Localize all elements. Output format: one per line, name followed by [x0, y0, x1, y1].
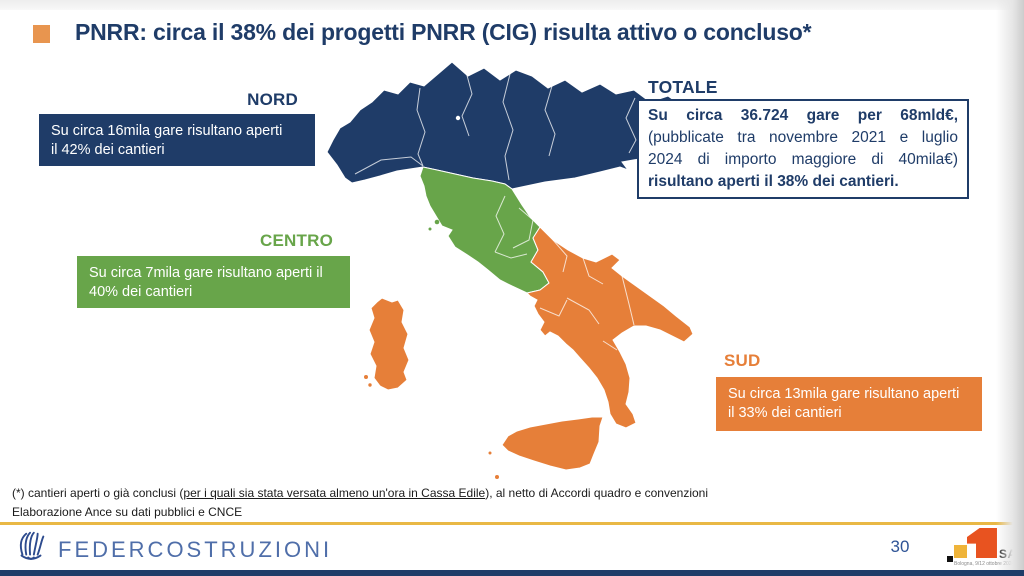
nord-line-1: Su circa 16mila gare risultano aperti [51, 123, 283, 139]
map-region-sicilia [501, 416, 604, 471]
footnote-link[interactable]: per i quali sia stata versata almeno un'… [183, 486, 486, 500]
label-centro: CENTRO [260, 231, 333, 250]
footer: FEDERCOSTRUZIONI 30 SAIE Bologna, 9/12 o… [0, 525, 1024, 570]
label-sud: SUD [724, 351, 761, 370]
saie-black-square-icon [947, 556, 953, 562]
sud-line-1: Su circa 13mila gare risultano aperti [728, 386, 960, 402]
map-internal-borders [354, 67, 637, 351]
label-totale: TOTALE [648, 77, 718, 97]
window-right-edge [996, 0, 1024, 576]
map-region-centro [419, 166, 550, 294]
totale-line-1: Su circa 36.724 gare per 68mld€, [648, 107, 958, 124]
sud-line-2: il 33% dei cantieri [728, 404, 842, 421]
italy-map [326, 61, 705, 479]
centro-line-1: Su circa 7mila gare risultano aperti il [89, 265, 323, 281]
map-island-giglio [428, 227, 432, 231]
saie-arrow-icon [967, 528, 997, 558]
federcostruzioni-logo: FEDERCOSTRUZIONI [12, 527, 352, 569]
totale-line-2: (pubblicate tra novembre 2021 e luglio [648, 129, 958, 146]
map-region-sud [526, 226, 694, 429]
source-line: Elaborazione Ance su dati pubblici e CNC… [12, 505, 243, 519]
federcostruzioni-wordmark: FEDERCOSTRUZIONI [58, 537, 333, 562]
callout-box-sud: Su circa 13mila gare risultano aperti il… [716, 377, 982, 431]
callout-box-totale: Su circa 36.724 gare per 68mld€, (pubbli… [637, 99, 969, 199]
map-island-sardegna-2 [368, 383, 372, 387]
totale-line-3: 2024 di importo maggiore di 40mila€) [648, 151, 958, 168]
footnote: (*) cantieri aperti o già conclusi (per … [12, 486, 708, 500]
map-island-sardegna-1 [364, 375, 368, 379]
federcostruzioni-eagle-icon [19, 531, 45, 560]
callout-box-nord: Su circa 16mila gare risultano aperti il… [39, 114, 315, 166]
footnote-suffix: ), al netto di Accordi quadro e convenzi… [485, 486, 709, 500]
map-island-elba [434, 219, 440, 225]
nord-line-2: il 42% dei cantieri [51, 141, 165, 158]
callout-box-centro: Su circa 7mila gare risultano aperti il … [77, 256, 350, 308]
map-region-sardegna [368, 297, 410, 391]
map-island-sud-1 [495, 475, 499, 479]
centro-line-2: 40% dei cantieri [89, 283, 193, 300]
bottom-navy-bar [0, 570, 1024, 576]
title-bullet-icon [33, 25, 50, 43]
saie-yellow-square-icon [954, 545, 967, 558]
window-top-edge [0, 0, 1024, 10]
totale-line-4: risultano aperti il 38% dei cantieri. [648, 173, 899, 190]
label-nord: NORD [247, 90, 298, 109]
map-island-sud-2 [488, 451, 492, 455]
gold-divider-line [0, 522, 1024, 525]
footnote-prefix: (*) cantieri aperti o già conclusi ( [12, 486, 184, 500]
map-lake-garda [455, 115, 461, 121]
page-title: PNRR: circa il 38% dei progetti PNRR (CI… [75, 19, 812, 45]
page-number: 30 [890, 537, 910, 556]
saie-caption: Bologna, 9/12 ottobre 2024 [954, 561, 1015, 567]
